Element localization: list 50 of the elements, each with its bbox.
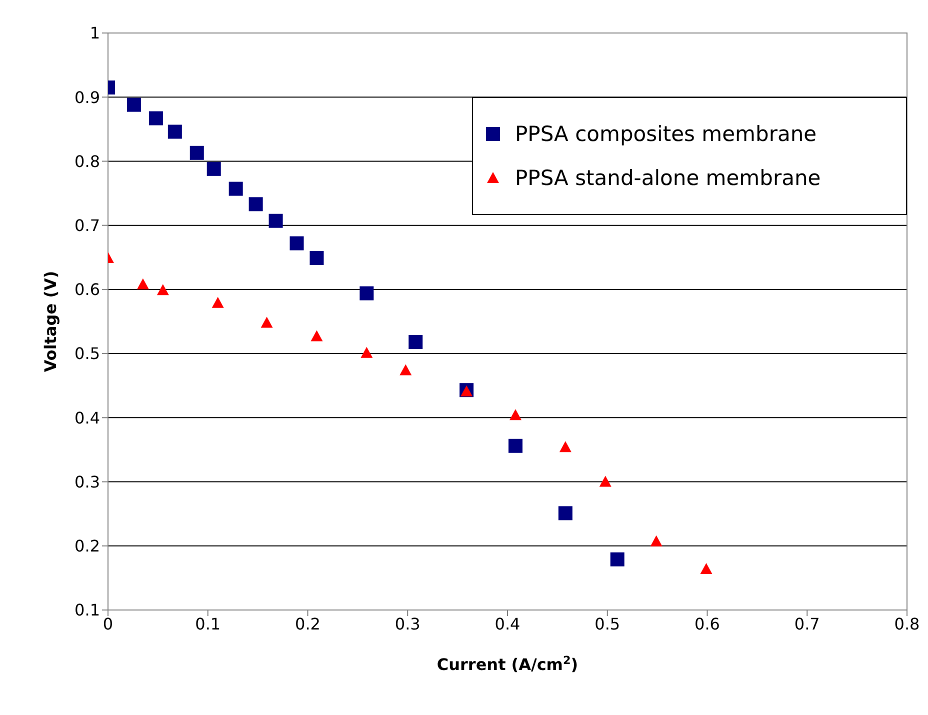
point	[268, 214, 283, 228]
x-tick-label: 0.8	[894, 614, 920, 634]
point	[260, 316, 273, 328]
y-tick-label: 0.9	[74, 88, 100, 107]
point	[650, 535, 662, 546]
x-tick-label: 0.4	[494, 614, 520, 634]
point	[168, 124, 182, 139]
point	[310, 330, 323, 342]
y-tick-label: 0.5	[74, 344, 100, 364]
point	[290, 236, 304, 250]
y-tick-label: 1	[90, 24, 100, 43]
point	[156, 284, 169, 296]
point	[212, 296, 224, 308]
point	[558, 506, 572, 520]
point	[360, 286, 374, 300]
y-tick-label: 0.4	[74, 408, 100, 428]
point	[700, 562, 712, 574]
point	[228, 182, 243, 196]
point	[136, 278, 149, 290]
point	[509, 409, 522, 420]
x-axis-title: Current (A/cm$^{2}$)	[436, 654, 578, 674]
point	[360, 346, 373, 358]
x-tick-label: 0.7	[794, 614, 820, 634]
x-tick-label: 0	[102, 614, 114, 634]
y-tick-label: 0.3	[74, 472, 100, 492]
x-tick-label: 0.1	[195, 614, 221, 634]
point	[126, 98, 141, 112]
x-tick-label: 0.3	[394, 614, 420, 634]
point	[599, 476, 612, 487]
point	[190, 146, 204, 160]
point	[148, 111, 163, 126]
y-tick-label: 0.7	[74, 216, 100, 236]
y-tick-label: 0.2	[74, 536, 100, 556]
y-axis-title: Voltage (V)	[41, 270, 60, 372]
x-tick-label: 0.5	[594, 614, 620, 634]
point	[559, 441, 572, 452]
y-tick-label: 0.1	[74, 600, 100, 620]
x-tick-label: 0.6	[694, 614, 720, 634]
point	[408, 335, 423, 350]
point	[206, 162, 221, 176]
legend-label: PPSA stand-alone membrane	[515, 166, 821, 190]
point	[400, 364, 412, 376]
x-tick-label: 0.2	[295, 614, 320, 634]
point	[248, 197, 263, 212]
point	[610, 552, 624, 566]
point	[310, 251, 324, 266]
point	[508, 438, 522, 453]
y-tick-label: 0.8	[74, 152, 100, 171]
y-tick-label: 0.6	[74, 280, 100, 300]
legend-label: PPSA composites membrane	[515, 122, 817, 146]
